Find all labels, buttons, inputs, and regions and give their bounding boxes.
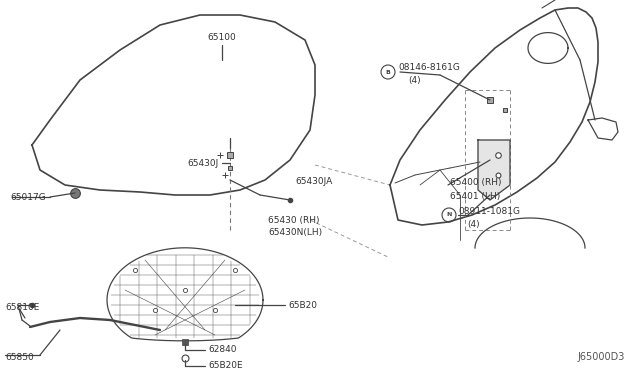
Text: 65430JA: 65430JA — [295, 177, 332, 186]
Text: 65100: 65100 — [207, 33, 236, 42]
Text: 65400 (RH): 65400 (RH) — [450, 179, 502, 187]
Text: 08911-1081G: 08911-1081G — [458, 208, 520, 217]
Text: 65B20E: 65B20E — [208, 362, 243, 371]
Polygon shape — [478, 140, 510, 200]
Text: N: N — [446, 212, 452, 218]
Text: 65430J: 65430J — [188, 158, 219, 167]
Text: (4): (4) — [467, 221, 479, 230]
Text: (4): (4) — [408, 77, 420, 86]
Text: 65401 (LH): 65401 (LH) — [450, 192, 500, 201]
Text: 65810E: 65810E — [5, 302, 40, 311]
Text: 65850: 65850 — [5, 353, 34, 362]
Text: 65430N(LH): 65430N(LH) — [268, 228, 322, 237]
Text: B: B — [385, 70, 390, 74]
Text: 65430 (RH): 65430 (RH) — [268, 215, 319, 224]
Text: 65B20: 65B20 — [288, 301, 317, 310]
Text: 65017G: 65017G — [10, 192, 45, 202]
Text: 08146-8161G: 08146-8161G — [398, 64, 460, 73]
Text: 62840: 62840 — [208, 346, 237, 355]
Text: J65000D3: J65000D3 — [578, 352, 625, 362]
